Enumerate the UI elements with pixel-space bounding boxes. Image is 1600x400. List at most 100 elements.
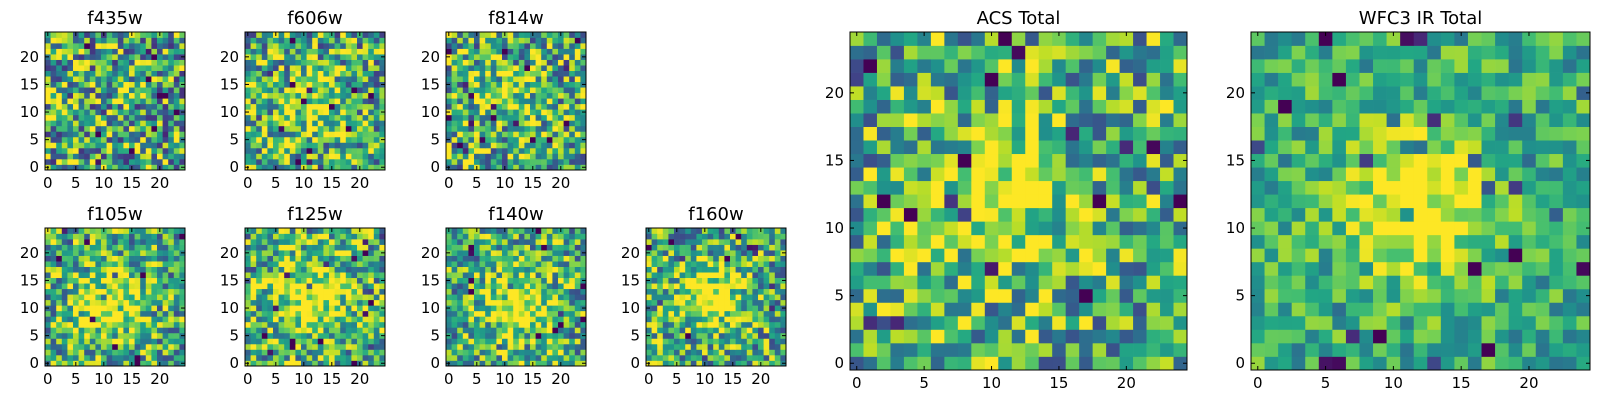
heatmap-cell [129,114,135,121]
heatmap-cell [329,299,335,306]
heatmap-cell [73,343,79,350]
heatmap-cell [496,255,503,262]
heatmap-cell [340,87,347,94]
heatmap-cell [278,277,285,284]
heatmap-cell [95,261,102,267]
heatmap-cell [261,261,268,267]
heatmap-cell [530,125,536,132]
heatmap-cell [357,233,363,240]
heatmap-cell [541,131,548,138]
heatmap-cell [763,244,770,251]
heatmap-cell [479,277,486,284]
heatmap-cell [780,288,787,295]
heatmap-cell [145,354,152,361]
heatmap-cell [67,98,74,105]
heatmap-cell [112,120,119,127]
heatmap-cell [267,153,274,160]
heatmap-cell [289,81,296,88]
heatmap-cell [530,305,536,312]
heatmap-cell [61,310,68,317]
heatmap-cell [362,54,369,60]
heatmap-cell [145,59,152,66]
heatmap-cell [944,180,959,195]
heatmap-cell [468,92,475,99]
y-tick-label: 0 [229,354,239,372]
heatmap-cell [106,360,113,367]
heatmap-cell [295,70,302,77]
heatmap-cell [289,228,296,234]
heatmap-cell [273,277,279,284]
heatmap-cell [651,343,658,350]
heatmap-cell [1173,167,1188,182]
heatmap-cell [530,233,536,240]
heatmap-cell [256,327,263,334]
heatmap-cell [552,153,559,160]
heatmap-cell [984,356,999,371]
heatmap-cell [474,288,480,295]
heatmap-cell [95,32,102,38]
heatmap-cell [345,277,352,284]
heatmap-cell [306,299,313,306]
heatmap-cell [552,266,559,273]
heatmap-cell [89,277,96,284]
heatmap-cell [763,239,770,245]
heatmap-cell [151,120,158,127]
heatmap-cell [151,349,158,356]
heatmap-cell [45,272,51,279]
heatmap-cell [368,305,375,312]
heatmap-cell [524,283,531,290]
heatmap-cell [446,43,452,49]
heatmap-cell [134,310,141,317]
heatmap-cell [56,343,63,350]
heatmap-cell [718,266,725,273]
heatmap-cell [457,70,464,77]
heatmap-cell [490,272,497,279]
heatmap-cell [351,233,358,240]
heatmap-cell [552,87,559,94]
heatmap-cell [707,349,714,356]
heatmap-cell [340,59,347,66]
heatmap-cell [518,250,525,256]
heatmap-cell [662,244,669,251]
x-tick-label: 0 [43,370,53,388]
heatmap-cell [368,158,375,165]
heatmap-cell [368,343,375,350]
heatmap-cell [685,354,692,361]
heatmap-cell [56,103,63,110]
heatmap-cell [323,283,330,290]
heatmap-cell [157,158,163,165]
heatmap-cell [289,283,296,290]
heatmap-cell [340,70,347,77]
heatmap-cell [45,114,51,121]
heatmap-cell [56,142,63,149]
heatmap-cell [685,360,692,367]
heatmap-cell [752,332,759,339]
heatmap-cell [162,81,169,88]
heatmap-cell [351,288,358,295]
heatmap-cell [1065,302,1080,317]
heatmap-cell [468,310,475,317]
heatmap-cell [735,332,742,339]
heatmap-cell [574,288,581,295]
heatmap-cell [357,288,363,295]
heatmap-cell [173,153,180,160]
heatmap-cell [295,136,302,143]
heatmap-cell [140,349,147,356]
heatmap-cell [502,266,508,273]
heatmap-cell [646,338,652,345]
heatmap-cell [930,288,945,303]
heatmap-cell [535,125,542,132]
heatmap-cell [569,277,576,284]
heatmap-cell [679,250,686,256]
heatmap-cell [117,261,124,267]
heatmap-cell [267,92,274,99]
heatmap-cell [284,136,291,143]
heatmap-cell [468,109,475,116]
heatmap-cell [329,250,335,256]
heatmap-cell [563,343,570,350]
heatmap-cell [535,109,542,116]
heatmap-cell [546,327,553,334]
heatmap-cell [256,338,263,345]
heatmap-cell [485,147,492,154]
heatmap-cell [569,153,576,160]
